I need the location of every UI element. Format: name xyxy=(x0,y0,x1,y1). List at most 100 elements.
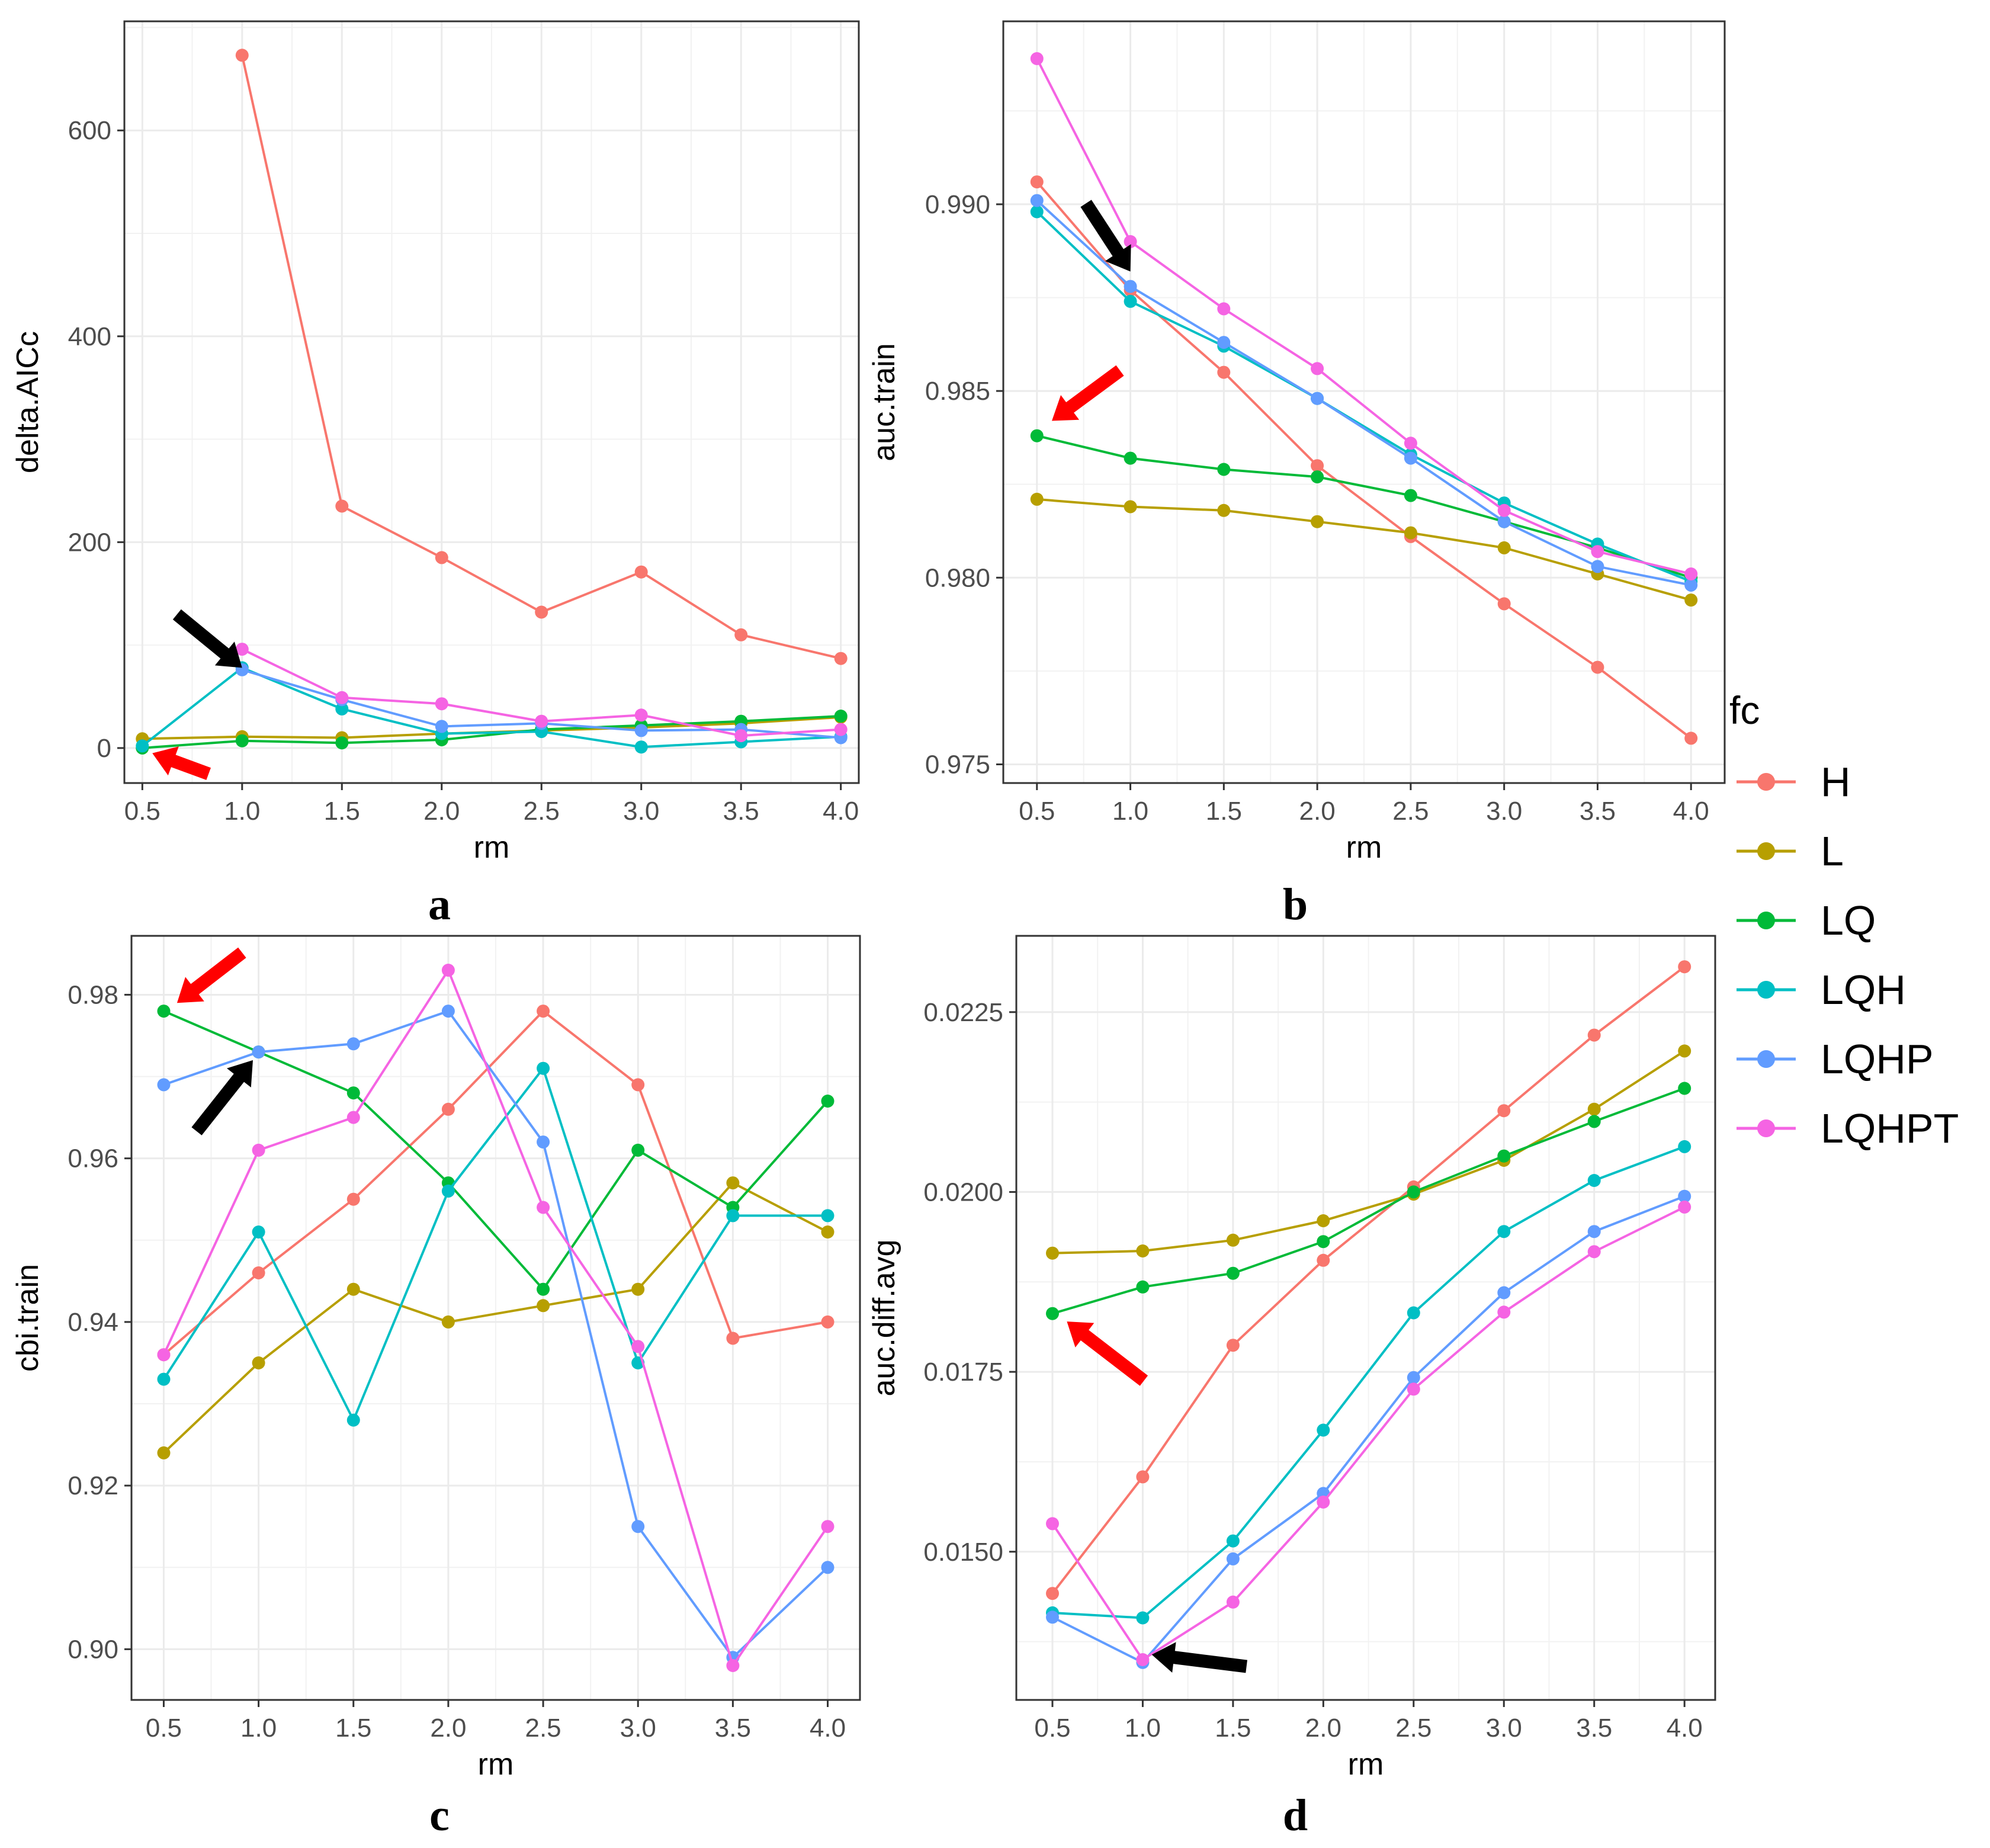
data-point-h xyxy=(1226,1339,1240,1352)
x-tick-label: 1.5 xyxy=(1206,797,1242,826)
series-line-lq xyxy=(163,1010,829,1291)
data-point-lqhp xyxy=(441,1005,455,1018)
x-tick-label: 3.5 xyxy=(723,797,759,826)
data-point-lqhp xyxy=(1407,1371,1420,1384)
series-line-h xyxy=(1051,965,1686,1594)
data-point-lqh xyxy=(335,702,349,716)
data-point-h xyxy=(537,1005,550,1018)
series-line-lqhpt xyxy=(162,967,829,1669)
data-point-lqhpt xyxy=(1591,545,1604,559)
black-arrow xyxy=(172,609,242,668)
data-point-lqh xyxy=(1678,1140,1692,1153)
data-point-lqh xyxy=(157,1372,171,1386)
x-tick-label: 3.0 xyxy=(620,1714,656,1743)
data-point-lqhpt xyxy=(821,1520,834,1533)
y-tick-label: 0.0200 xyxy=(923,1178,1003,1207)
x-tick-label: 3.0 xyxy=(1486,1714,1522,1743)
data-point-lqhp xyxy=(1124,280,1137,293)
x-tick-label: 3.5 xyxy=(1580,797,1616,826)
x-tick-label: 0.5 xyxy=(1019,797,1055,826)
data-point-l xyxy=(1046,1246,1059,1260)
data-point-lqhpt xyxy=(157,1348,171,1362)
data-point-l xyxy=(1311,515,1324,528)
data-point-lqhp xyxy=(1030,194,1044,207)
legend-label-lqhpt: LQHPT xyxy=(1821,1105,1959,1151)
data-point-lqhpt xyxy=(1497,1305,1511,1319)
data-point-lq xyxy=(1404,489,1417,502)
data-point-lq xyxy=(821,1095,834,1108)
data-point-l xyxy=(1030,492,1044,506)
data-point-lqhp xyxy=(1404,451,1417,465)
x-axis-title: rm xyxy=(1348,1747,1384,1782)
panel-border xyxy=(123,20,860,784)
data-point-h xyxy=(235,49,249,62)
series-line-lqh xyxy=(162,1066,828,1423)
data-point-lqh xyxy=(1317,1423,1330,1437)
y-tick-label: 0 xyxy=(97,734,111,763)
data-point-h xyxy=(726,1332,740,1345)
series-line-lqhpt xyxy=(1036,58,1692,575)
data-point-lqhpt xyxy=(1497,503,1511,517)
legend-key-point xyxy=(1757,1050,1775,1068)
series-line-lqh xyxy=(1052,1146,1685,1619)
data-point-lqh xyxy=(634,740,648,754)
legend-label-h: H xyxy=(1821,759,1851,805)
data-point-h xyxy=(1317,1253,1330,1267)
data-point-h xyxy=(335,499,349,513)
y-tick-label: 0.90 xyxy=(68,1635,118,1664)
y-tick-label: 0.980 xyxy=(925,563,990,592)
y-tick-label: 0.0175 xyxy=(923,1358,1003,1387)
legend-title: fc xyxy=(1729,688,1760,732)
data-point-lqhp xyxy=(634,724,648,737)
series-line-l xyxy=(163,1181,829,1454)
series-line-h xyxy=(1036,181,1692,739)
x-tick-label: 0.5 xyxy=(124,797,161,826)
data-point-lqhp xyxy=(1684,578,1698,592)
x-tick-label: 2.5 xyxy=(1395,1714,1431,1743)
data-point-lq xyxy=(1046,1307,1059,1320)
red-arrow xyxy=(1067,1321,1148,1386)
data-point-h xyxy=(1030,175,1044,189)
data-point-lq xyxy=(537,1282,550,1296)
red-arrow xyxy=(176,947,246,1003)
data-point-l xyxy=(1404,526,1417,540)
y-tick-label: 0.0150 xyxy=(923,1538,1003,1567)
panel-border xyxy=(1002,20,1726,784)
legend: fc HL LQ LQH LQHP LQHPT xyxy=(1729,688,1959,1151)
data-point-lqhp xyxy=(252,1045,265,1059)
x-tick-label: 0.5 xyxy=(1034,1714,1070,1743)
x-axis-title: rm xyxy=(1346,830,1382,865)
data-point-lqhp xyxy=(346,1037,360,1051)
data-point-lqhpt xyxy=(1404,437,1417,450)
legend-label-lqh: LQH xyxy=(1821,967,1906,1013)
data-point-l xyxy=(537,1299,550,1313)
panel-a: 0.5 1.0 1.5 2.0 2.5 3.0 3.5 4.0 0 200 400 600 rm delt… xyxy=(11,20,860,929)
x-tick-label: 1.0 xyxy=(1125,1714,1161,1743)
data-point-lqhpt xyxy=(252,1143,265,1157)
data-point-lqhpt xyxy=(1124,235,1137,248)
black-arrow xyxy=(191,1060,253,1135)
legend-key-point xyxy=(1757,773,1775,791)
x-tick-label: 3.5 xyxy=(1576,1714,1612,1743)
data-point-lqhpt xyxy=(726,1659,740,1672)
black-arrow xyxy=(1151,1642,1247,1673)
x-tick-label: 3.0 xyxy=(1486,797,1522,826)
data-point-h xyxy=(346,1192,360,1206)
data-point-l xyxy=(726,1176,740,1190)
data-point-h xyxy=(535,605,548,619)
x-tick-label: 2.0 xyxy=(423,797,460,826)
data-point-lq xyxy=(834,710,848,723)
y-tick-label: 200 xyxy=(68,528,111,557)
x-tick-label: 4.0 xyxy=(1673,797,1709,826)
data-point-lqhp xyxy=(1046,1610,1059,1624)
data-point-lqhpt xyxy=(335,691,349,704)
data-point-h xyxy=(1311,459,1324,473)
series-line-h xyxy=(163,1009,828,1356)
x-tick-label: 1.0 xyxy=(1112,797,1148,826)
data-point-lq xyxy=(1124,451,1137,465)
data-point-lqh xyxy=(1136,1611,1150,1625)
data-point-lqhp xyxy=(1587,1225,1601,1239)
data-point-lq xyxy=(1317,1235,1330,1249)
legend-label-l: L xyxy=(1821,828,1844,874)
data-point-lqhpt xyxy=(1678,1200,1692,1214)
